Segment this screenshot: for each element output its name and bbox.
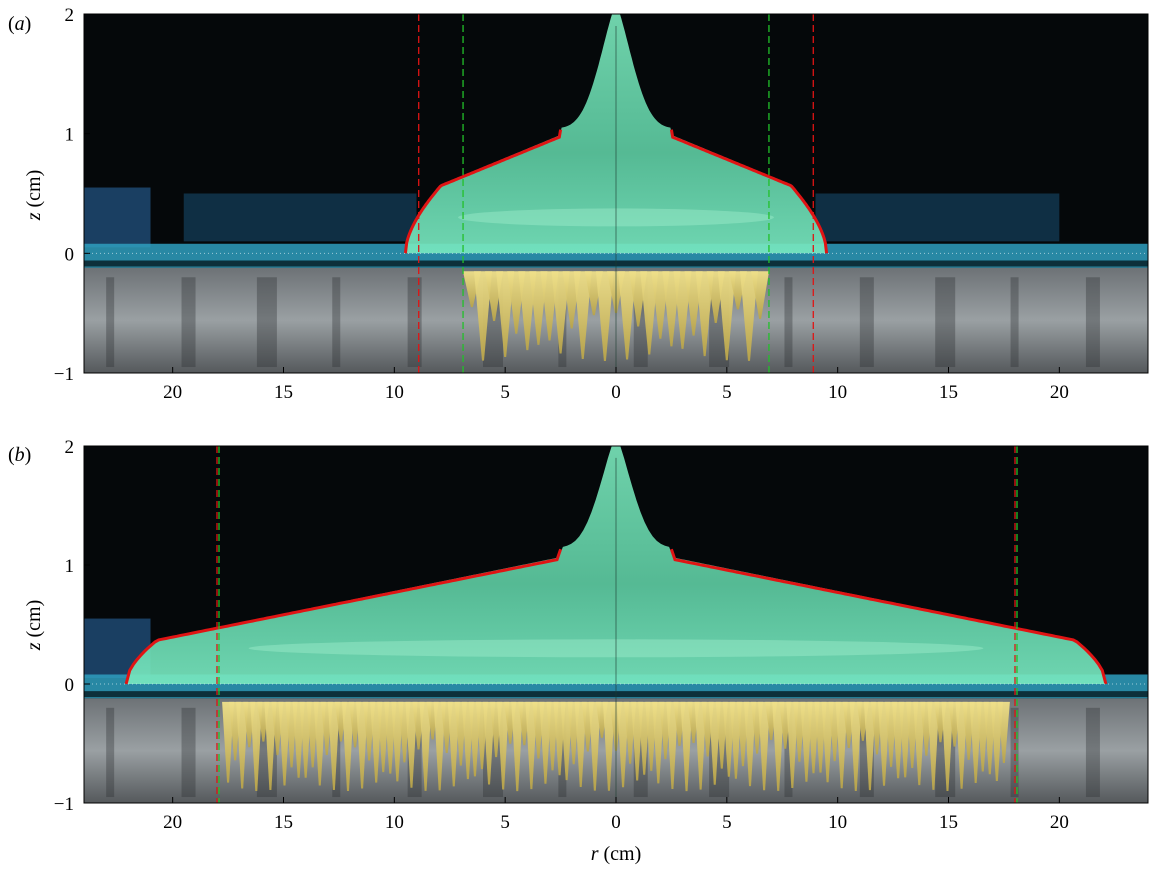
panel-b-ytick-label: −1 <box>54 794 74 815</box>
panel-b-porous-patch <box>1085 707 1100 798</box>
panel-a-fit-curve-left <box>403 129 563 254</box>
panel-b-fit-curve-left <box>124 548 563 685</box>
panel-b-xtick-label: 0 <box>611 812 621 833</box>
panel-b-xtick-label: 10 <box>385 812 404 833</box>
panel-b-porous-patch <box>784 707 793 798</box>
panel-b-plot-area <box>83 445 1149 804</box>
panel-a-xtick-label: 10 <box>385 382 404 403</box>
panel-a-porous-patch <box>784 277 793 368</box>
panel-a-ytick-label: −1 <box>54 364 74 385</box>
panel-b-xtick-label: 10 <box>828 812 847 833</box>
panel-b-xtick-label: 5 <box>722 812 732 833</box>
panel-a-porous-patch <box>106 277 115 368</box>
panel-b-xtick-label: 15 <box>939 812 958 833</box>
panel-a-ylabel: z (cm) <box>23 170 45 222</box>
panel-b-fit-curve-right <box>669 548 1108 685</box>
panel-b-ytick-label: 2 <box>65 437 75 458</box>
x-axis-label: r (cm) <box>591 843 642 865</box>
panel-b-porous-patch <box>106 707 115 798</box>
panel-a-ytick-label: 1 <box>65 125 75 146</box>
panel-b-porous-patch <box>1010 707 1019 798</box>
panel-b-ytick-label: 1 <box>65 556 75 577</box>
panel-a-porous-patch <box>859 277 874 368</box>
panel-a-porous-patch <box>1085 277 1100 368</box>
panel-b-porous-patch <box>181 707 196 798</box>
panel-a-porous-patch <box>407 277 422 368</box>
panel-a: (a) z (cm) 210−1 20 15 10 5 0 5 10 15 20 <box>8 5 1149 403</box>
panel-b-label: (b) <box>8 444 31 466</box>
panel-b-xtick-label: 15 <box>274 812 293 833</box>
panel-a-xtick-label: 20 <box>163 382 182 403</box>
panel-a-reservoir-block-right <box>815 193 1060 242</box>
panel-a-ytick-label: 0 <box>65 244 75 265</box>
panel-a-porous-patch <box>181 277 196 368</box>
panel-a-reservoir-left <box>84 187 151 248</box>
panel-b-ylabel: z (cm) <box>23 600 45 652</box>
panel-b-xtick-label: 5 <box>500 812 510 833</box>
panel-a-porous-patch <box>256 277 277 368</box>
panel-a-xtick-label: 5 <box>500 382 510 403</box>
panel-a-label: (a) <box>8 13 31 35</box>
panel-a-xtick-label: 5 <box>722 382 732 403</box>
panel-a-xtick-label: 10 <box>828 382 847 403</box>
panel-b-porous-patch <box>558 707 567 798</box>
panel-a-xtick-label: 15 <box>274 382 293 403</box>
panel-a-porous-patch <box>332 277 341 368</box>
panel-a-porous-patch <box>935 277 956 368</box>
panel-a-porous-patch <box>1010 277 1019 368</box>
panel-b-xtick-label: 20 <box>1050 812 1069 833</box>
panel-a-xtick-label: 15 <box>939 382 958 403</box>
panel-a-fit-curve-right <box>669 129 829 254</box>
panel-b: (b) z (cm) 210−1 20 15 10 5 0 5 10 15 20 <box>8 437 1149 833</box>
panel-a-xtick-label: 0 <box>611 382 621 403</box>
panel-a-ytick-label: 2 <box>65 5 75 26</box>
panel-b-xtick-label: 20 <box>163 812 182 833</box>
panel-a-xtick-label: 20 <box>1050 382 1069 403</box>
panel-a-reservoir-block-left <box>183 193 417 242</box>
panel-b-fingers <box>222 701 1010 792</box>
panel-b-ytick-label: 0 <box>65 675 75 696</box>
panel-a-plot-area <box>83 13 1149 374</box>
